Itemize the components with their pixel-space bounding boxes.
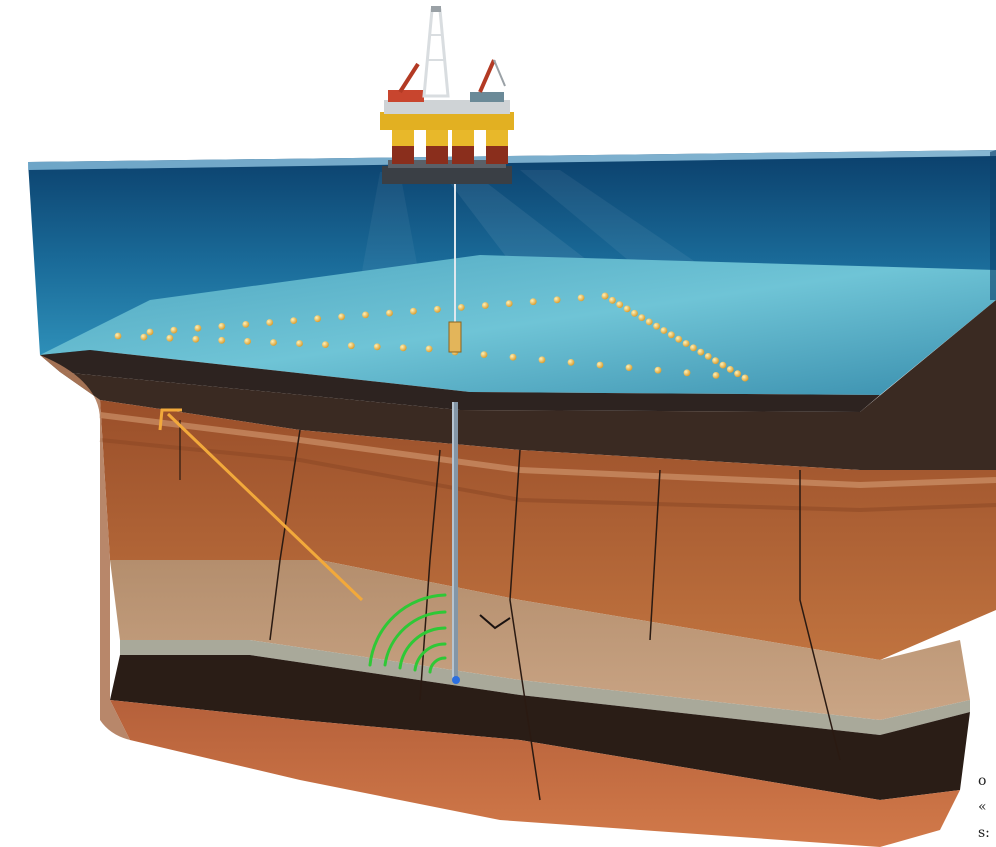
seismic-node-icon bbox=[596, 361, 604, 369]
seismic-node-icon bbox=[675, 335, 683, 343]
seismic-node-icon bbox=[373, 343, 381, 351]
sediment-layers bbox=[40, 300, 996, 847]
seismic-node-icon bbox=[218, 336, 226, 344]
seismic-node-icon bbox=[631, 309, 638, 317]
seismic-node-icon bbox=[509, 353, 517, 361]
seismic-node-icon bbox=[457, 304, 465, 311]
seismic-node-icon bbox=[601, 292, 609, 300]
seismic-node-icon bbox=[146, 328, 154, 336]
seismic-node-icon bbox=[362, 311, 369, 319]
seismic-node-icon bbox=[638, 314, 646, 321]
seismic-node-icon bbox=[553, 296, 561, 304]
reflection-arrow-icon bbox=[158, 408, 364, 602]
offshore-rig-icon bbox=[380, 6, 514, 184]
seismic-node-icon bbox=[242, 321, 250, 328]
seismic-node-array bbox=[114, 292, 749, 382]
seismic-node-icon bbox=[244, 338, 252, 345]
seismic-node-icon bbox=[314, 315, 321, 323]
seismic-node-icon bbox=[683, 369, 691, 377]
cropped-text-line-1: o bbox=[978, 773, 987, 789]
seismic-node-icon bbox=[529, 298, 537, 306]
seismic-node-icon bbox=[290, 317, 298, 324]
cropped-text-line-3: s: bbox=[978, 825, 990, 841]
seismic-node-icon bbox=[741, 374, 749, 382]
seismic-node-icon bbox=[270, 339, 277, 346]
seismic-node-icon bbox=[712, 372, 720, 379]
seismic-node-icon bbox=[425, 345, 433, 353]
seismic-node-icon bbox=[645, 318, 653, 326]
seismic-node-icon bbox=[623, 305, 631, 313]
seismic-node-icon bbox=[434, 305, 441, 313]
seismic-node-icon bbox=[266, 319, 274, 326]
seismic-node-icon bbox=[734, 370, 741, 378]
seismic-node-icon bbox=[480, 351, 488, 358]
seismic-node-icon bbox=[505, 300, 513, 307]
seismic-node-icon bbox=[166, 334, 174, 342]
seismic-node-icon bbox=[653, 322, 660, 330]
seismic-node-icon bbox=[726, 366, 734, 373]
seismic-node-icon bbox=[192, 335, 200, 343]
seismic-node-icon bbox=[481, 302, 489, 309]
seismic-node-icon bbox=[660, 327, 668, 334]
seismic-node-icon bbox=[667, 331, 675, 339]
seismic-node-icon bbox=[170, 326, 178, 334]
seismic-node-icon bbox=[218, 322, 226, 330]
seabed-surface bbox=[40, 255, 996, 412]
seismic-node-icon bbox=[140, 333, 148, 341]
seismic-node-icon bbox=[690, 344, 697, 352]
seismic-node-icon bbox=[712, 357, 719, 365]
seismic-node-icon bbox=[567, 359, 575, 366]
seismic-node-icon bbox=[704, 353, 712, 360]
seismic-node-icon bbox=[410, 307, 417, 315]
seismic-node-icon bbox=[577, 294, 585, 302]
drill-string-icon bbox=[448, 180, 462, 684]
cropped-text-line-2: « bbox=[978, 799, 987, 815]
seismic-node-icon bbox=[609, 296, 616, 304]
acoustic-wave-icon bbox=[368, 593, 447, 674]
seismic-node-icon bbox=[625, 364, 633, 371]
seismic-node-icon bbox=[386, 309, 393, 317]
seismic-node-icon bbox=[616, 301, 624, 308]
seismic-node-icon bbox=[697, 348, 705, 356]
seismic-node-icon bbox=[338, 313, 345, 321]
seismic-node-icon bbox=[654, 366, 662, 374]
seismic-node-icon bbox=[194, 324, 202, 332]
seismic-node-icon bbox=[399, 344, 407, 352]
seismic-node-icon bbox=[347, 342, 355, 350]
seismic-node-icon bbox=[322, 341, 329, 348]
seismic-node-icon bbox=[719, 361, 727, 369]
seismic-node-icon bbox=[296, 340, 303, 347]
seismic-node-icon bbox=[682, 340, 690, 347]
seismic-node-icon bbox=[114, 332, 122, 340]
seismic-node-icon bbox=[538, 356, 546, 364]
